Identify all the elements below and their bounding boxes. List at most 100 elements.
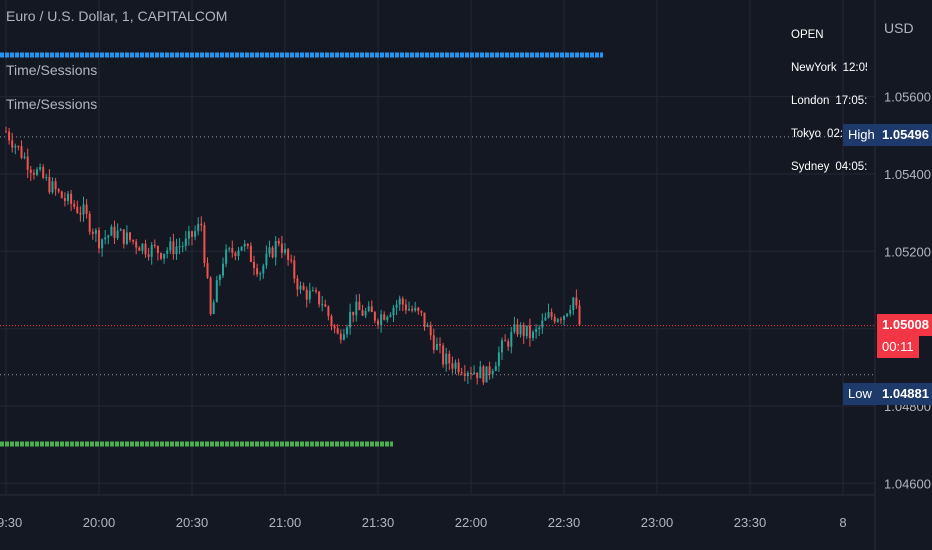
candle-body [116,230,119,239]
candle-body [451,363,454,369]
high-marker-label: High [843,124,880,146]
candle-body [246,243,249,246]
candle-body [23,156,26,158]
candle-body [107,235,110,238]
session-label: NewYork [791,62,837,74]
candle-body [265,253,268,266]
candle-body [473,372,476,375]
candle-body [57,189,60,192]
candle-body [494,365,497,371]
candle-body [243,243,246,247]
candle-body [445,353,448,365]
candle-body [172,241,175,255]
candle-body [352,311,355,316]
symbol-title[interactable]: Euro / U.S. Dollar, 1, CAPITALCOM [6,8,228,24]
candle-body [144,243,147,255]
candle-body [569,309,572,314]
candle-body [122,229,125,244]
candle-body [563,316,565,320]
candle-body [318,291,321,305]
indicator-legend-2[interactable]: Time/Sessions [6,96,98,112]
candle-body [296,278,299,290]
candle-body [463,373,466,377]
candle-body [166,250,169,254]
session-label: London [791,95,830,107]
x-tick-label: 23:30 [734,515,767,530]
candle-body [485,366,488,383]
candle-body [287,249,290,260]
candle-body [470,372,472,375]
candle-body [42,167,45,178]
candle-body [51,181,54,193]
candle-body [125,232,128,244]
indicator-legend-1[interactable]: Time/Sessions [6,62,98,78]
candle-body [293,260,296,279]
candle-body [262,265,265,274]
candle-body [420,310,423,313]
bar-countdown: 00:11 [877,336,919,358]
candle-body [386,316,389,320]
candle-body [504,340,507,342]
candle-body [253,261,255,269]
candle-body [404,304,407,311]
candle-body [479,366,482,379]
candle-body [215,280,218,303]
low-marker-label: Low [843,383,877,405]
candle-body [113,226,116,239]
candle-body [439,343,441,346]
candle-body [48,177,51,193]
candle-body [110,226,113,236]
candle-body [249,245,252,262]
candle-body [432,335,435,350]
candle-body [280,243,283,253]
candle-body [435,343,438,350]
candle-body [392,307,395,316]
candle-body [454,362,457,369]
x-tick-label: 20:30 [176,515,209,530]
candle-body [547,312,550,318]
candle-body [8,131,11,141]
session-time: 04:05:46 [835,161,867,173]
candle-body [228,248,231,250]
y-tick-label: 1.05600 [884,90,931,105]
candle-body [231,248,234,253]
candle-body [222,263,224,276]
candle-body [82,204,85,215]
candle-body [85,204,88,214]
candle-body [321,304,324,306]
candle-body [497,352,500,366]
candle-body [11,140,14,148]
candle-body [150,244,153,257]
candle-body [191,231,193,237]
candle-body [197,223,200,232]
candle-body [132,239,135,242]
candle-body [79,212,82,215]
candle-body [256,268,259,275]
candle-body [200,223,203,226]
candle-body [575,297,578,306]
candle-body [305,289,308,300]
candle-body [333,325,336,329]
x-tick-label: 19:30 [0,515,22,530]
candle-body [181,246,184,248]
candle-body [373,312,376,321]
candle-body [141,243,144,251]
candle-body [67,193,69,201]
candle-body [491,370,494,375]
low-marker-value: 1.04881 [877,383,932,405]
candle-body [259,273,262,275]
candle-body [26,156,29,170]
session-row-open: OPEN [788,20,867,50]
y-tick-label: 1.04600 [884,476,931,491]
candle-body [138,247,141,251]
candle-body [271,247,274,258]
candle-body [364,310,367,316]
candle-body [349,311,352,328]
candle-body [60,191,63,199]
candle-body [212,302,215,315]
candle-body [355,301,358,316]
candle-body [225,249,228,264]
candle-body [311,290,314,292]
candle-body [234,252,237,257]
